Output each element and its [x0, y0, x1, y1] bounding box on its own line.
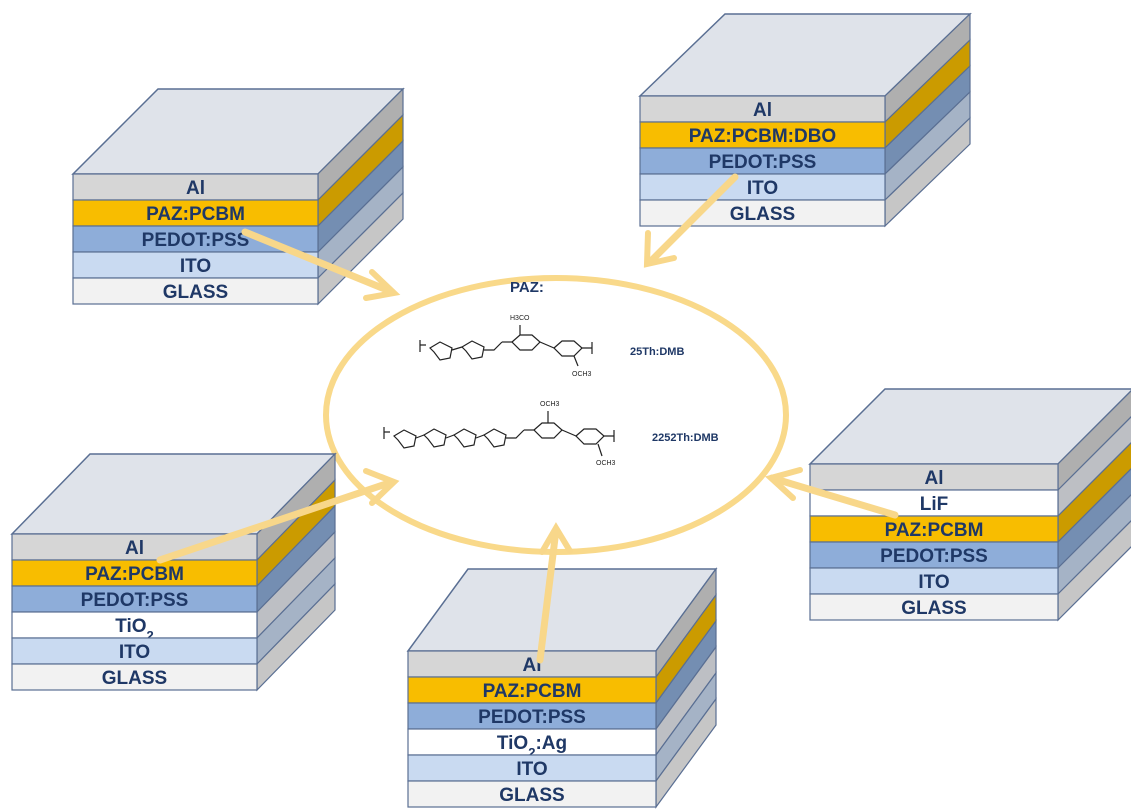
molecule-25th-label: 25Th:DMB — [630, 346, 684, 358]
arrow-top-left — [241, 228, 396, 296]
layer-front-face — [809, 463, 1059, 491]
layer-label-subscript: 2 — [147, 628, 154, 643]
layer-label: GLASS — [499, 785, 564, 806]
layer-label: PAZ:PCBM:DBO — [689, 126, 836, 147]
layer-label: ITO — [747, 178, 778, 199]
layer-front-face — [11, 637, 258, 665]
layer-label: PAZ:PCBM — [885, 520, 984, 541]
layer-label: PEDOT:PSS — [709, 152, 817, 173]
layer-label: GLASS — [102, 668, 167, 689]
layer-label: PEDOT:PSS — [81, 590, 189, 611]
layer-front-face — [809, 515, 1059, 543]
molecule-2252th-substituent-bottom: OCH3 — [596, 460, 616, 467]
layer-label: LiF — [920, 494, 949, 515]
layer-label: GLASS — [901, 598, 966, 619]
layer-front-face — [639, 95, 886, 123]
layer-front-face — [72, 173, 319, 201]
arrow-bottom-center-head — [539, 522, 573, 555]
layer-label: ITO — [918, 572, 949, 593]
arrow-mid-right-head — [764, 467, 803, 501]
layer-label: PAZ:PCBM — [85, 564, 184, 585]
molecule-2252th-dmb — [383, 411, 615, 457]
device-stack-top-left: Al PAZ:PCBM PEDOT:PSS ITO GLASS — [71, 87, 405, 306]
layer-front-face — [407, 728, 657, 756]
layer-front-face — [407, 754, 657, 782]
layer-front-face — [72, 251, 319, 279]
arrow-bottom-left — [156, 478, 396, 564]
arrow-mid-right — [768, 474, 899, 519]
layer-label: PEDOT:PSS — [478, 707, 586, 728]
layer-front-face — [639, 199, 886, 227]
arrow-bottom-left-head — [363, 468, 400, 506]
layer-front-face — [809, 567, 1059, 595]
molecule-25th-substituent-bottom: OCH3 — [572, 371, 592, 378]
layer-front-face — [639, 121, 886, 149]
layer-label: Al — [186, 178, 205, 199]
molecule-2252th-substituent-top: OCH3 — [540, 401, 560, 408]
layer-front-face — [11, 663, 258, 691]
layer-label: PEDOT:PSS — [142, 230, 250, 251]
layer-label: PEDOT:PSS — [880, 546, 988, 567]
layer-label: GLASS — [730, 204, 795, 225]
layer-front-face — [11, 611, 258, 639]
arrows — [156, 173, 899, 664]
layer-label: Al — [125, 538, 144, 559]
arrow-top-right-head — [643, 230, 677, 268]
arrow-top-right — [646, 173, 739, 266]
layer-front-face — [11, 559, 258, 587]
layer-label: ITO — [516, 759, 547, 780]
layer-label-subscript: 2 — [528, 745, 535, 760]
layer-label: PAZ:PCBM — [146, 204, 245, 225]
layer-label: Al — [925, 468, 944, 489]
layer-front-face — [72, 199, 319, 227]
molecule-25th-dmb — [419, 325, 593, 367]
layer-label: GLASS — [163, 282, 228, 303]
layer-front-face — [407, 650, 657, 678]
layer-label: PAZ:PCBM — [483, 681, 582, 702]
layer-label-suffix: :Ag — [535, 733, 567, 754]
layer-label: Al — [753, 100, 772, 121]
arrow-top-left-head — [363, 269, 401, 301]
layer-label: ITO — [119, 642, 150, 663]
layer-label: ITO — [180, 256, 211, 277]
layer-front-face — [72, 277, 319, 305]
layer-front-face — [11, 585, 258, 613]
device-stack-top-right: Al PAZ:PCBM:DBO PEDOT:PSS ITO GLASS — [638, 12, 972, 228]
layer-front-face — [809, 593, 1059, 621]
molecule-2252th-label: 2252Th:DMB — [652, 432, 719, 444]
polymer-title: PAZ: — [510, 279, 544, 296]
layer-front-face — [407, 780, 657, 808]
arrow-bottom-center — [536, 526, 560, 664]
molecule-25th-substituent-top: H3CO — [510, 315, 530, 322]
polymer-ellipse — [323, 275, 789, 555]
